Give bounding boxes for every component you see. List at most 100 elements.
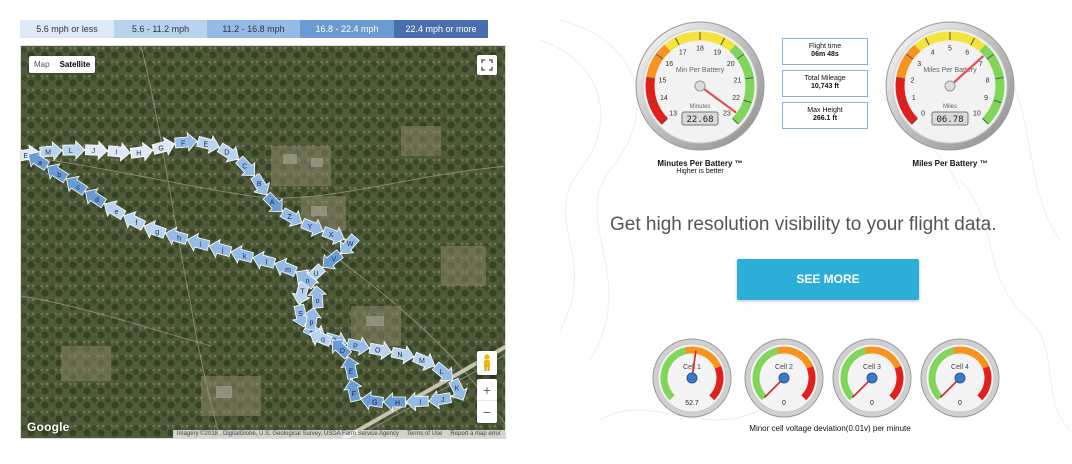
speed-marker[interactable]: c: [62, 171, 90, 198]
speed-marker[interactable]: Z: [278, 204, 306, 231]
gauge-tick-label: 9: [984, 95, 988, 102]
speed-marker[interactable]: j: [207, 237, 233, 260]
speed-marker-label: F: [181, 140, 185, 147]
zoom-in-button[interactable]: +: [477, 379, 497, 401]
map-type-control: Map Satellite: [29, 56, 96, 73]
speed-marker-label: G: [372, 399, 377, 406]
speed-marker[interactable]: F: [342, 377, 364, 403]
speed-marker-label: K: [455, 386, 460, 393]
speed-marker[interactable]: V: [317, 247, 345, 275]
speed-marker[interactable]: B: [247, 171, 274, 199]
report-map-error-link[interactable]: Report a map error: [450, 431, 501, 437]
gauge-tick: [661, 118, 668, 125]
map-type-map-button[interactable]: Map: [34, 60, 50, 69]
speed-marker-label: e: [114, 209, 118, 216]
gauge-tick-label: 20: [727, 61, 735, 68]
flight-map[interactable]: EMLJIHGFEDCBAZYXWVUTSRQPONMLKJIHGFEDqpon…: [20, 45, 506, 439]
speed-marker[interactable]: I: [107, 142, 131, 162]
speed-marker-label: H: [136, 150, 141, 157]
cell-hub: [954, 372, 966, 384]
speed-marker[interactable]: W: [334, 231, 362, 259]
cell-band: [889, 365, 904, 401]
gauge-tick-label: 4: [931, 50, 935, 57]
gauge-tick: [906, 53, 914, 60]
speed-marker[interactable]: n: [291, 265, 319, 293]
speed-marker[interactable]: L: [430, 359, 458, 387]
speed-marker[interactable]: M: [39, 141, 63, 161]
speed-marker[interactable]: J: [428, 389, 453, 410]
speed-marker[interactable]: O: [368, 339, 393, 361]
speed-arrow: [368, 340, 393, 361]
gauge-odometer-value: 22.68: [686, 115, 713, 125]
speed-marker[interactable]: D: [326, 334, 354, 362]
speed-arrow: [448, 377, 468, 401]
speed-marker[interactable]: l: [251, 249, 277, 272]
speed-arrow: [295, 269, 318, 290]
fullscreen-button[interactable]: [477, 55, 497, 75]
speed-marker[interactable]: F: [174, 132, 198, 152]
speed-marker[interactable]: i: [185, 231, 211, 254]
speed-arrow: [307, 285, 328, 309]
speed-marker[interactable]: b: [43, 159, 71, 186]
speed-marker[interactable]: M: [411, 349, 438, 374]
speed-marker[interactable]: A: [260, 189, 288, 217]
speed-marker[interactable]: G: [360, 390, 384, 411]
terms-link[interactable]: Terms of Use: [406, 431, 443, 437]
speed-marker[interactable]: a: [23, 147, 51, 174]
speed-marker[interactable]: h: [163, 225, 189, 248]
speed-marker[interactable]: o: [307, 285, 328, 309]
speed-marker[interactable]: q: [307, 325, 334, 350]
speed-marker[interactable]: g: [141, 218, 168, 242]
speed-arrow: [274, 257, 298, 277]
map-type-satellite-button[interactable]: Satellite: [59, 60, 91, 69]
cell-band: [684, 346, 722, 369]
speed-marker[interactable]: K: [445, 377, 471, 405]
gauge-tick: [745, 77, 754, 80]
speed-marker-label: d: [95, 197, 99, 204]
satellite-imagery[interactable]: EMLJIHGFEDCBAZYXWVUTSRQPONMLKJIHGFEDqpon…: [21, 46, 506, 439]
gauge-tick-label: 23: [723, 110, 731, 117]
stat-value: 10,743 ft: [810, 83, 840, 90]
speed-arrow: [230, 244, 255, 264]
speed-marker[interactable]: f: [120, 208, 148, 234]
speed-marker[interactable]: D: [215, 140, 243, 167]
speed-marker[interactable]: p: [301, 306, 322, 331]
speed-marker[interactable]: H: [382, 392, 406, 412]
speed-marker[interactable]: H: [129, 141, 154, 162]
gauge-unit: Minutes: [689, 104, 710, 110]
speed-arrow: [431, 361, 453, 382]
gauge-band: [896, 44, 921, 80]
street-view-button[interactable]: [477, 351, 497, 375]
gauge-odometer: [931, 111, 969, 126]
speed-marker[interactable]: X: [320, 223, 347, 248]
see-more-button[interactable]: SEE MORE: [737, 259, 919, 300]
speed-marker[interactable]: N: [390, 343, 415, 365]
speed-marker[interactable]: J: [84, 140, 109, 161]
speed-marker[interactable]: d: [80, 184, 108, 211]
zoom-out-button[interactable]: −: [482, 404, 492, 420]
speed-marker[interactable]: L: [62, 139, 86, 160]
gauge-tick-label: 22: [732, 95, 740, 102]
gauge-tick: [743, 99, 752, 104]
cell-value: 0: [870, 400, 874, 407]
speed-marker[interactable]: E: [196, 133, 222, 156]
speed-marker[interactable]: E: [339, 355, 361, 380]
speed-arrow: [107, 142, 131, 162]
speed-marker[interactable]: I: [405, 391, 429, 412]
gauge-tick: [732, 118, 739, 125]
speed-marker[interactable]: G: [151, 135, 177, 158]
gauge-tick: [675, 37, 680, 46]
speed-marker[interactable]: e: [100, 196, 128, 223]
speed-marker[interactable]: m: [272, 255, 299, 280]
speed-marker-label: L: [69, 148, 73, 155]
speed-marker[interactable]: k: [229, 243, 255, 266]
gauge-title: Miles Per Battery: [923, 67, 977, 74]
cell-band: [977, 365, 992, 401]
speed-marker-label: T: [300, 289, 305, 296]
speed-marker-label: N: [398, 352, 403, 359]
speed-marker-label: a: [38, 160, 42, 167]
speed-arrow: [360, 390, 384, 411]
speed-marker[interactable]: Y: [299, 215, 326, 240]
speed-marker-label: q: [321, 337, 325, 344]
speed-marker[interactable]: C: [233, 153, 261, 181]
